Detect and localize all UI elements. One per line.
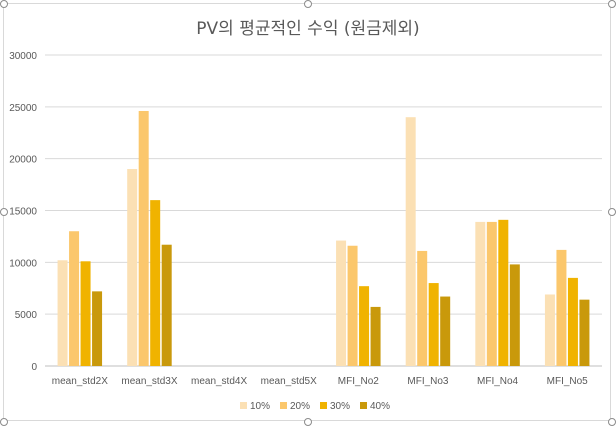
chart-title: PV의 평균적인 수익 (원금제외) <box>196 19 420 39</box>
bar <box>486 221 497 366</box>
legend-label: 40% <box>370 401 390 412</box>
bar <box>161 244 172 366</box>
x-tick-label: MFI_No5 <box>547 376 589 387</box>
y-tick-label: 20000 <box>9 155 37 166</box>
legend-label: 10% <box>250 401 270 412</box>
bar <box>498 219 509 366</box>
x-tick-label: mean_std3X <box>121 376 177 387</box>
y-tick-label: 5000 <box>15 310 38 321</box>
x-tick-label: mean_std2X <box>52 376 108 387</box>
resize-handle-middle-left[interactable] <box>0 208 8 216</box>
legend-swatch <box>240 402 247 409</box>
bar <box>579 299 590 366</box>
y-tick-label: 0 <box>31 362 37 373</box>
bar <box>69 231 80 366</box>
bar <box>92 291 103 366</box>
bar <box>336 240 347 366</box>
x-tick-label: MFI_No3 <box>407 376 449 387</box>
legend-swatch <box>360 402 367 409</box>
x-tick-label: mean_std5X <box>261 376 317 387</box>
bar <box>556 249 567 366</box>
x-tick-label: MFI_No2 <box>338 376 380 387</box>
bar <box>544 294 555 366</box>
bar <box>509 264 520 366</box>
bar <box>80 261 91 366</box>
resize-handle-top-left[interactable] <box>0 0 8 8</box>
bar <box>417 250 428 366</box>
bar <box>138 110 149 366</box>
bar <box>475 221 486 366</box>
x-tick-label: MFI_No4 <box>477 376 519 387</box>
legend-swatch <box>280 402 287 409</box>
bar <box>440 296 451 366</box>
y-tick-label: 10000 <box>9 258 37 269</box>
y-tick-label: 25000 <box>9 103 37 114</box>
resize-handle-top-center[interactable] <box>304 0 312 8</box>
bar <box>127 169 138 366</box>
x-tick-label: mean_std4X <box>191 376 247 387</box>
bar <box>405 117 416 366</box>
bar <box>567 277 578 366</box>
bar <box>347 245 358 366</box>
bar <box>57 260 68 366</box>
legend-label: 30% <box>330 401 350 412</box>
bar <box>150 200 161 366</box>
legend-swatch <box>320 402 327 409</box>
legend-label: 20% <box>290 401 310 412</box>
bar <box>359 286 370 366</box>
y-tick-label: 15000 <box>9 207 37 218</box>
y-tick-label: 30000 <box>9 51 37 62</box>
chart-frame[interactable] <box>3 3 611 421</box>
bar <box>370 306 381 366</box>
bar <box>428 283 439 366</box>
